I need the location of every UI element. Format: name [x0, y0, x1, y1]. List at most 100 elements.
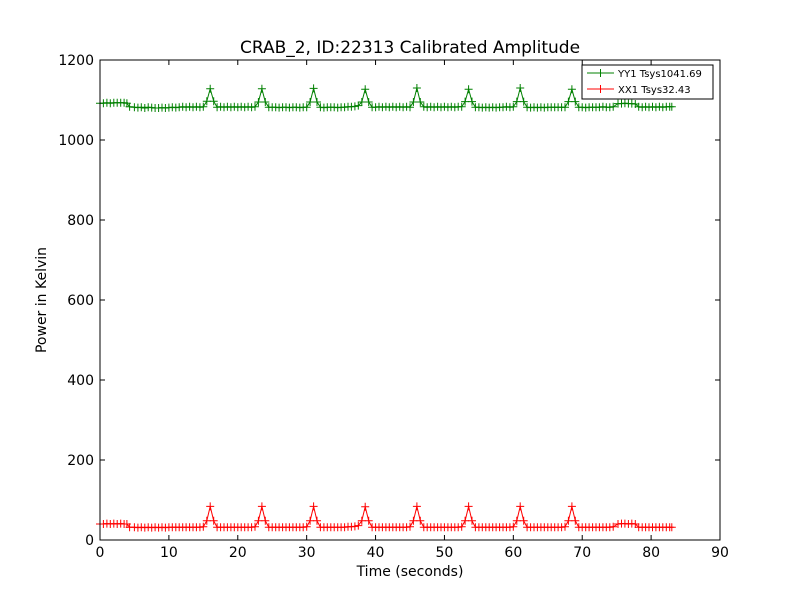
data-point-yy1	[251, 102, 259, 111]
data-point-xx1	[416, 516, 425, 525]
x-axis-label: Time (seconds)	[356, 564, 464, 580]
data-point-xx1	[202, 516, 211, 525]
data-point-xx1	[354, 521, 363, 530]
data-point-xx1	[457, 522, 466, 531]
data-point-xx1	[199, 522, 208, 531]
data-point-yy1	[571, 97, 580, 106]
data-point-yy1	[364, 98, 373, 106]
data-point-yy1	[199, 102, 208, 111]
data-point-yy1	[209, 97, 218, 106]
data-point-yy1	[516, 84, 525, 92]
data-point-yy1	[257, 84, 266, 93]
data-point-yy1	[350, 102, 359, 111]
legend-marker-xx1	[596, 85, 605, 93]
data-point-xx1	[209, 516, 218, 525]
data-point-yy1	[309, 84, 318, 93]
y-tick-label: 200	[67, 453, 94, 469]
data-point-yy1	[354, 101, 363, 110]
y-tick-label: 1000	[58, 133, 94, 149]
data-point-xx1	[406, 522, 414, 531]
data-point-xx1	[512, 516, 521, 525]
chart-title: CRAB_2, ID:22313 Calibrated Amplitude	[240, 38, 580, 58]
y-tick-label: 1200	[58, 53, 94, 69]
data-point-yy1	[512, 97, 521, 106]
data-point-yy1	[302, 103, 311, 112]
data-point-yy1	[567, 85, 576, 94]
series-layer	[96, 84, 676, 532]
data-point-xx1	[564, 516, 573, 525]
data-point-yy1	[468, 97, 476, 106]
data-point-yy1	[461, 97, 470, 106]
data-point-yy1	[306, 98, 315, 106]
legend-label-xx1: XX1 Tsys32.43	[618, 85, 691, 96]
data-point-yy1	[254, 98, 263, 106]
data-point-yy1	[564, 97, 573, 106]
data-point-xx1	[251, 522, 259, 531]
data-point-xx1	[261, 516, 270, 525]
data-point-xx1	[412, 502, 421, 511]
plot-area	[100, 60, 720, 540]
legend-label-yy1: YY1 Tsys1041.69	[617, 69, 702, 80]
data-point-yy1	[561, 103, 569, 112]
data-point-xx1	[464, 502, 473, 511]
data-point-xx1	[461, 516, 470, 525]
x-tick-label: 30	[298, 545, 316, 561]
data-point-yy1	[519, 97, 528, 106]
series-yy1	[96, 84, 676, 112]
x-tick-label: 0	[96, 545, 105, 561]
data-point-yy1	[609, 102, 618, 111]
data-point-yy1	[137, 103, 146, 112]
data-point-xx1	[509, 522, 518, 531]
tick-layer: 0 10 20 30 40 50 60 70 80 90 0 200 400 600 800 1000 1200	[58, 53, 729, 561]
x-tick-label: 20	[229, 545, 247, 561]
data-point-xx1	[468, 516, 476, 525]
data-point-xx1	[361, 502, 370, 511]
data-point-xx1	[306, 516, 315, 525]
data-point-xx1	[409, 516, 418, 525]
x-tick-label: 80	[642, 545, 660, 561]
data-point-xx1	[302, 522, 311, 531]
data-point-xx1	[206, 502, 215, 511]
data-point-yy1	[202, 97, 211, 106]
data-point-yy1	[409, 98, 418, 106]
y-tick-label: 400	[67, 373, 94, 389]
data-point-yy1	[357, 98, 366, 106]
data-point-yy1	[667, 102, 676, 111]
data-point-yy1	[313, 98, 321, 106]
data-point-xx1	[309, 502, 318, 511]
data-point-xx1	[519, 516, 528, 525]
data-point-yy1	[509, 102, 518, 111]
data-point-yy1	[412, 84, 421, 92]
data-point-xx1	[516, 502, 525, 511]
y-tick-label: 800	[67, 213, 94, 229]
data-point-xx1	[631, 520, 640, 528]
data-point-yy1	[416, 98, 425, 106]
x-tick-label: 40	[367, 545, 385, 561]
x-tick-label: 50	[436, 545, 454, 561]
data-point-xx1	[357, 516, 366, 525]
x-tick-label: 90	[711, 545, 729, 561]
data-point-yy1	[140, 104, 149, 112]
data-point-xx1	[364, 516, 373, 525]
data-point-yy1	[206, 84, 215, 93]
data-point-xx1	[254, 516, 263, 525]
y-tick-label: 600	[67, 293, 94, 309]
data-point-xx1	[609, 522, 618, 531]
data-point-yy1	[464, 85, 473, 94]
x-tick-label: 70	[573, 545, 591, 561]
data-point-yy1	[361, 85, 370, 94]
data-point-xx1	[667, 523, 676, 532]
legend-box	[581, 64, 714, 100]
series-xx1	[96, 502, 676, 532]
data-point-xx1	[257, 502, 266, 511]
legend-marker-yy1	[596, 69, 605, 77]
data-point-xx1	[567, 502, 576, 511]
legend: YY1 Tsys1041.69 XX1 Tsys32.43	[581, 64, 714, 100]
plot-frame	[99, 59, 721, 541]
x-tick-label: 10	[160, 545, 178, 561]
y-axis-label: Power in Kelvin	[34, 247, 50, 353]
data-point-xx1	[313, 516, 321, 525]
x-tick-label: 60	[504, 545, 522, 561]
